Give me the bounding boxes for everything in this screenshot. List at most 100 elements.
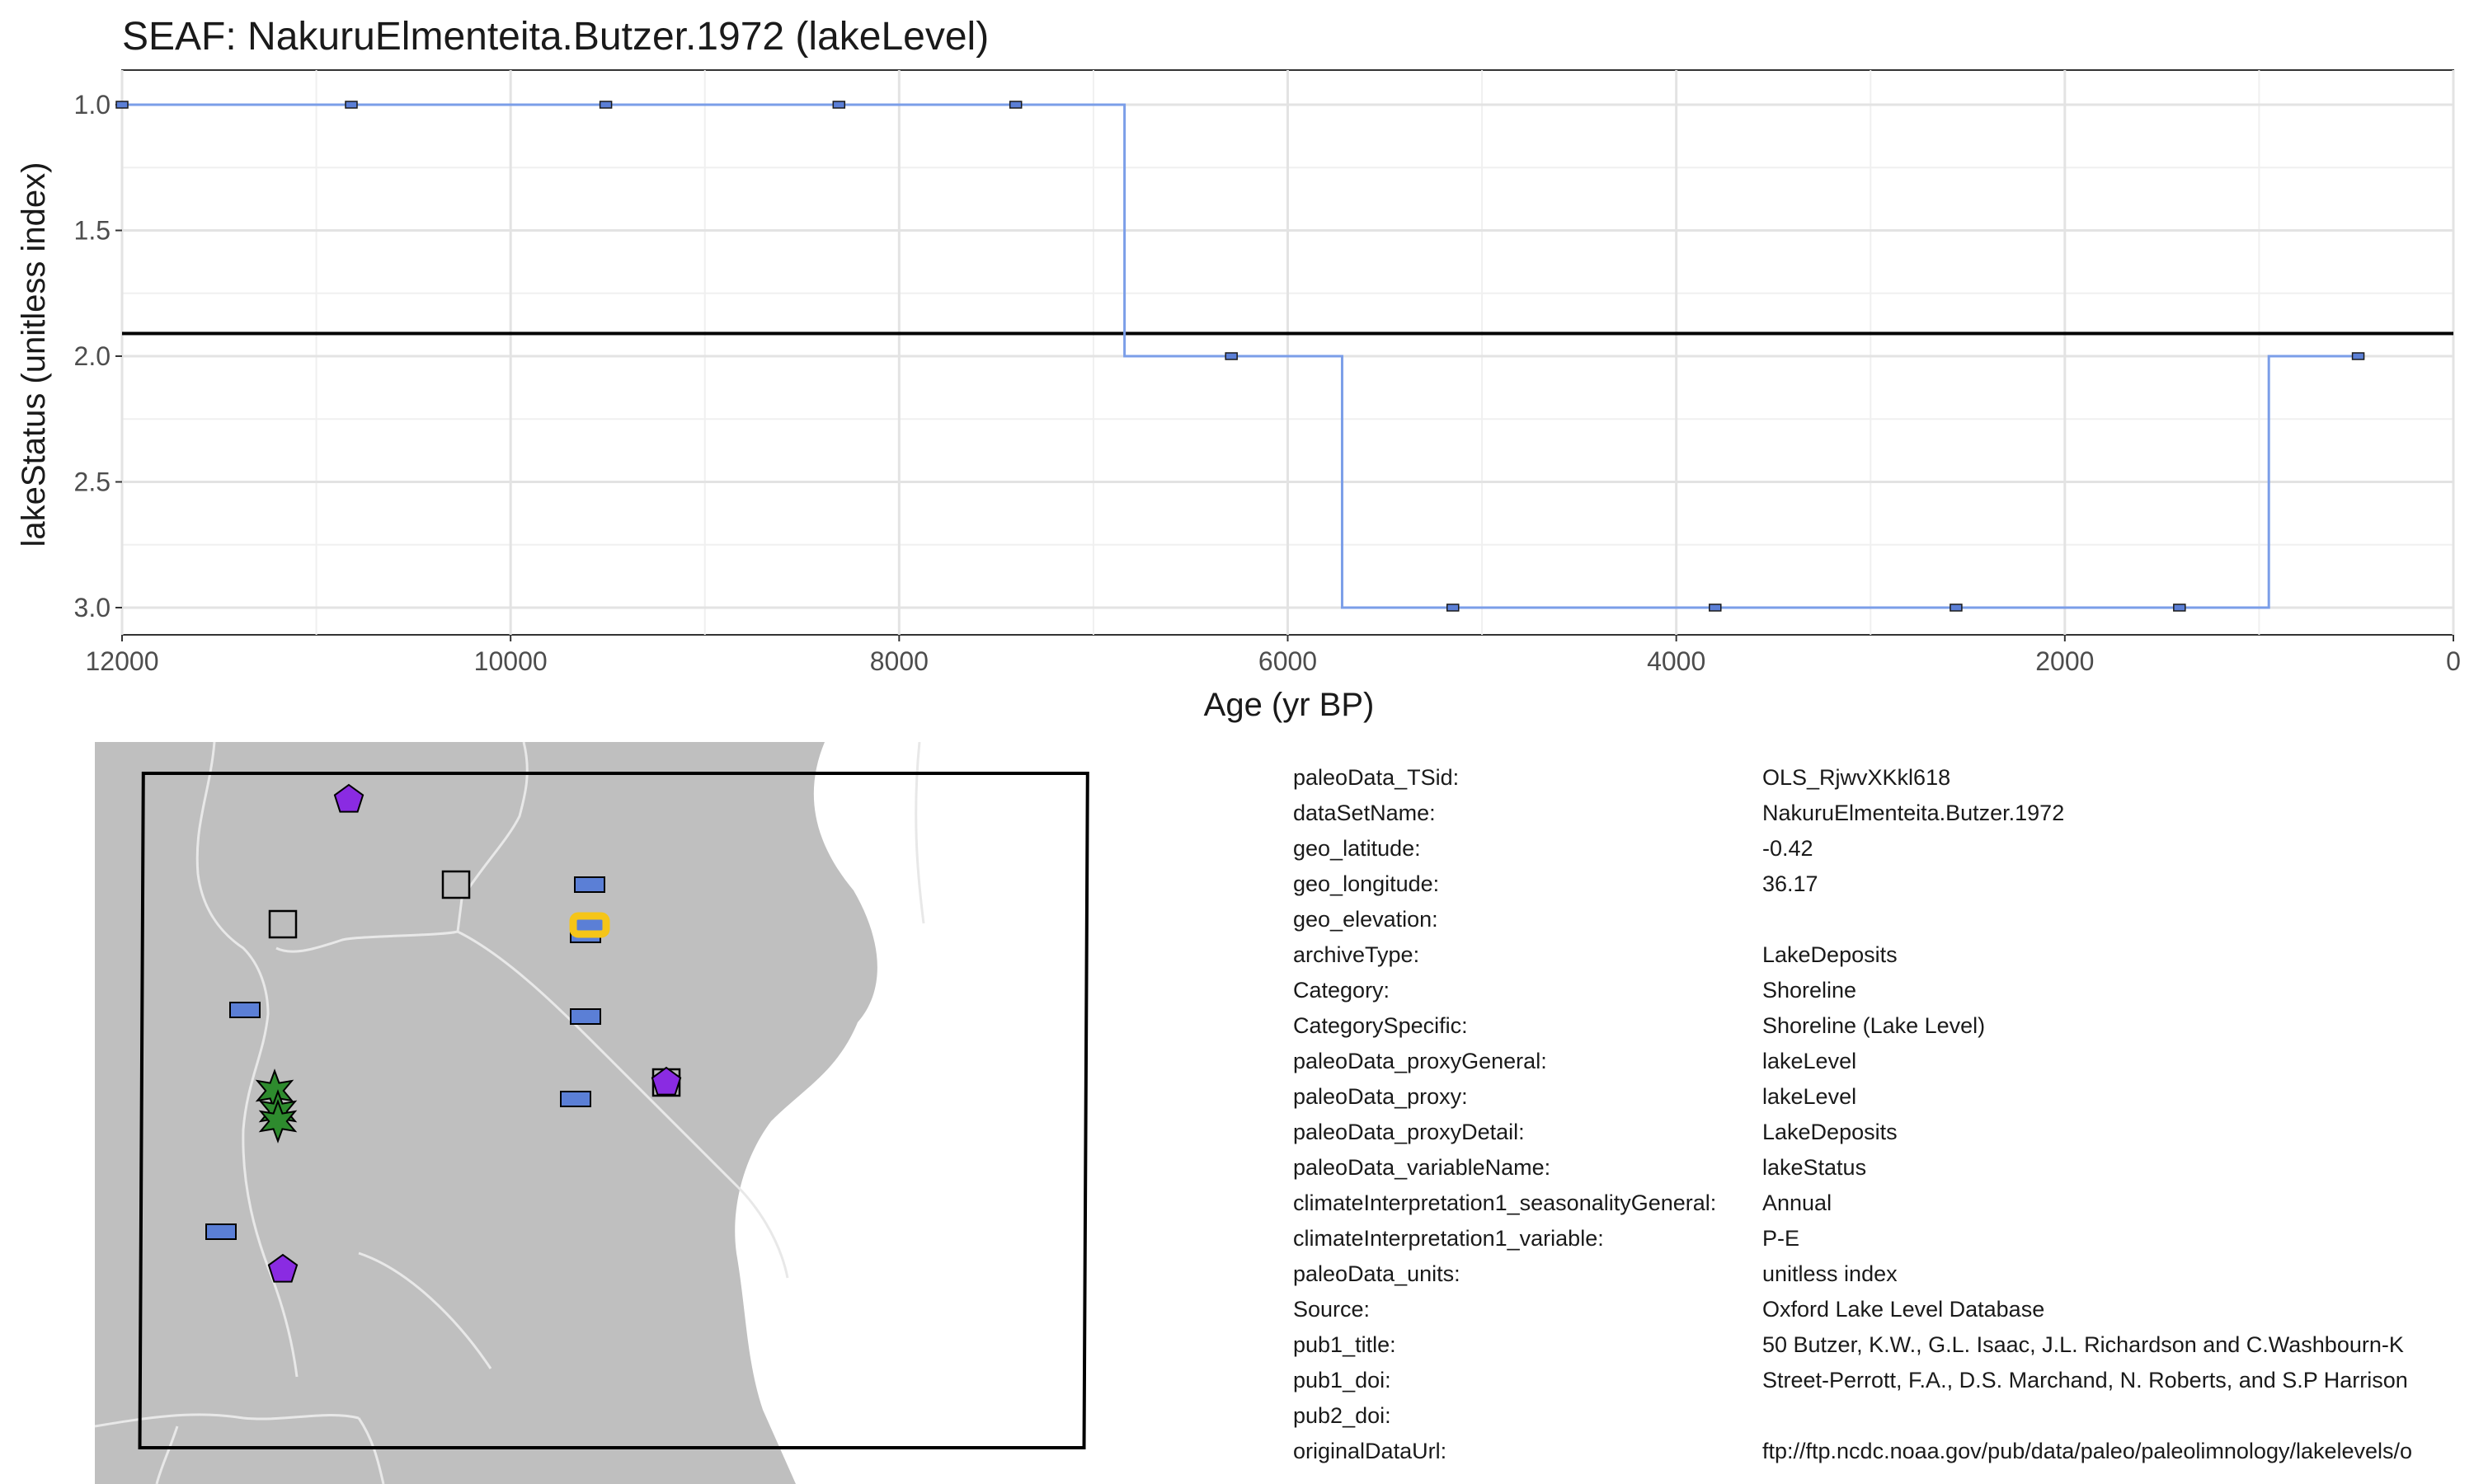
- x-tick-label: 8000: [870, 646, 929, 676]
- data-point: [345, 101, 358, 109]
- metadata-row: paleoData_variableName: lakeStatus: [1293, 1150, 2474, 1186]
- data-point: [1446, 603, 1460, 612]
- metadata-key: climateInterpretation1_seasonalityGenera…: [1293, 1190, 1717, 1215]
- rect-marker-icon: [574, 876, 605, 893]
- metadata-value: lakeLevel: [1762, 1049, 1857, 1073]
- metadata-row: Category: Shoreline: [1293, 973, 2474, 1008]
- x-tick-label: 0: [2446, 646, 2461, 676]
- data-point: [2173, 603, 2186, 612]
- metadata-key: dataSetName:: [1293, 801, 1436, 825]
- ocean-area: [735, 742, 1101, 1484]
- x-tick-label: 4000: [1647, 646, 1705, 676]
- metadata-key: Category:: [1293, 978, 1390, 1003]
- metadata-value: OLS_RjwvXKkl618: [1762, 765, 1951, 790]
- metadata-key: originalDataUrl:: [1293, 1439, 1447, 1463]
- x-tick-label: 10000: [474, 646, 548, 676]
- data-point: [1009, 101, 1023, 109]
- x-tick-label: 6000: [1258, 646, 1317, 676]
- metadata-key: paleoData_proxy:: [1293, 1084, 1468, 1109]
- chart-title: SEAF: NakuruElmenteita.Butzer.1972 (lake…: [122, 15, 989, 59]
- metadata-key: geo_longitude:: [1293, 871, 1440, 896]
- rect-marker-icon: [229, 1002, 261, 1018]
- metadata-key: pub1_title:: [1293, 1332, 1396, 1357]
- metadata-value: lakeLevel: [1762, 1084, 1857, 1109]
- metadata-key: pub2_doi:: [1293, 1403, 1391, 1428]
- rect-marker-icon: [560, 1091, 591, 1107]
- y-tick-label: 1.0: [74, 90, 111, 120]
- site-map: [95, 742, 1101, 1484]
- metadata-row: geo_longitude: 36.17: [1293, 866, 2474, 902]
- y-axis-label: lakeStatus (unitless index): [16, 162, 52, 547]
- metadata-row: Source: Oxford Lake Level Database: [1293, 1292, 2474, 1327]
- metadata-value: P-E: [1762, 1226, 1800, 1251]
- metadata-row: pub1_doi: Street-Perrott, F.A., D.S. Marc…: [1293, 1363, 2474, 1398]
- metadata-value: ftp://ftp.ncdc.noaa.gov/pub/data/paleo/p…: [1762, 1439, 2413, 1463]
- metadata-row: paleoData_proxyDetail: LakeDeposits: [1293, 1115, 2474, 1150]
- rect-marker-icon: [570, 1008, 601, 1025]
- pentagon-marker-icon: [333, 783, 365, 813]
- metadata-key: paleoData_variableName:: [1293, 1155, 1551, 1180]
- metadata-row: archiveType: LakeDeposits: [1293, 937, 2474, 973]
- data-point: [115, 101, 129, 109]
- metadata-key: paleoData_TSid:: [1293, 765, 1460, 790]
- metadata-row: geo_elevation:: [1293, 902, 2474, 937]
- y-tick-label: 2.0: [74, 341, 111, 371]
- data-point: [1950, 603, 1963, 612]
- metadata-row: climateInterpretation1_variable: P-E: [1293, 1221, 2474, 1256]
- metadata-row: dataSetName: NakuruElmenteita.Butzer.1972: [1293, 796, 2474, 831]
- rect-marker-icon: [205, 1223, 237, 1240]
- metadata-row: geo_latitude: -0.42: [1293, 831, 2474, 866]
- metadata-value: Annual: [1762, 1190, 1832, 1215]
- metadata-key: paleoData_proxyGeneral:: [1293, 1049, 1547, 1073]
- metadata-value: Street-Perrott, F.A., D.S. Marchand, N. …: [1762, 1368, 2408, 1392]
- metadata-value: LakeDeposits: [1762, 1120, 1898, 1144]
- map-markers: [205, 783, 682, 1283]
- metadata-key: archiveType:: [1293, 942, 1420, 967]
- data-point: [1225, 352, 1238, 360]
- metadata-key: CategorySpecific:: [1293, 1013, 1468, 1038]
- metadata-row: climateInterpretation1_seasonalityGenera…: [1293, 1186, 2474, 1221]
- data-point: [599, 101, 613, 109]
- metadata-row: paleoData_units: unitless index: [1293, 1256, 2474, 1292]
- metadata-value: 50 Butzer, K.W., G.L. Isaac, J.L. Richar…: [1762, 1332, 2404, 1357]
- metadata-key: geo_latitude:: [1293, 836, 1421, 861]
- metadata-value: -0.42: [1762, 836, 1813, 861]
- metadata-value: Shoreline: [1762, 978, 1857, 1003]
- data-point: [2351, 352, 2365, 360]
- y-tick-label: 1.5: [74, 216, 111, 246]
- pentagon-marker-icon: [651, 1066, 682, 1096]
- map-extent-box: [138, 772, 1089, 1449]
- x-tick-label: 2000: [2035, 646, 2094, 676]
- metadata-row: paleoData_proxyGeneral: lakeLevel: [1293, 1044, 2474, 1079]
- metadata-key: geo_elevation:: [1293, 907, 1438, 932]
- plot-panel: 12000 10000 8000 6000 4000 2000 0 1.0 1.5 2.0 2.5 3…: [74, 69, 2461, 676]
- metadata-value: unitless index: [1762, 1261, 1898, 1286]
- square-marker-icon: [268, 909, 298, 939]
- metadata-value: 36.17: [1762, 871, 1818, 896]
- y-tick-label: 3.0: [74, 593, 111, 622]
- pentagon-marker-icon: [267, 1253, 299, 1283]
- metadata-key: pub1_doi:: [1293, 1368, 1391, 1392]
- metadata-key: climateInterpretation1_variable:: [1293, 1226, 1604, 1251]
- metadata-value: NakuruElmenteita.Butzer.1972: [1762, 801, 2065, 825]
- series-line: [122, 103, 2359, 609]
- metadata-value: lakeStatus: [1762, 1155, 1867, 1180]
- metadata-row: pub2_doi:: [1293, 1398, 2474, 1434]
- metadata-row: paleoData_TSid: OLS_RjwvXKkl618: [1293, 760, 2474, 796]
- highlighted-site-icon: [569, 912, 610, 938]
- metadata-row: originalDataUrl: ftp://ftp.ncdc.noaa.gov/…: [1293, 1434, 2474, 1469]
- metadata-row: CategorySpecific: Shoreline (Lake Level): [1293, 1008, 2474, 1044]
- metadata-value: Shoreline (Lake Level): [1762, 1013, 1986, 1038]
- data-point: [1709, 603, 1722, 612]
- time-series-chart: SEAF: NakuruElmenteita.Butzer.1972 (lake…: [16, 15, 2461, 723]
- square-marker-icon: [441, 870, 471, 899]
- star-marker-icon: [258, 1099, 298, 1144]
- x-tick-label: 12000: [86, 646, 159, 676]
- metadata-table: paleoData_TSid: OLS_RjwvXKkl618 dataSetNam…: [1293, 760, 2474, 1469]
- data-point: [832, 101, 846, 109]
- x-axis-label: Age (yr BP): [1204, 687, 1375, 723]
- y-tick-label: 2.5: [74, 467, 111, 497]
- metadata-row: pub1_title: 50 Butzer, K.W., G.L. Isaac, …: [1293, 1327, 2474, 1363]
- metadata-row: paleoData_proxy: lakeLevel: [1293, 1079, 2474, 1115]
- metadata-value: Oxford Lake Level Database: [1762, 1297, 2045, 1322]
